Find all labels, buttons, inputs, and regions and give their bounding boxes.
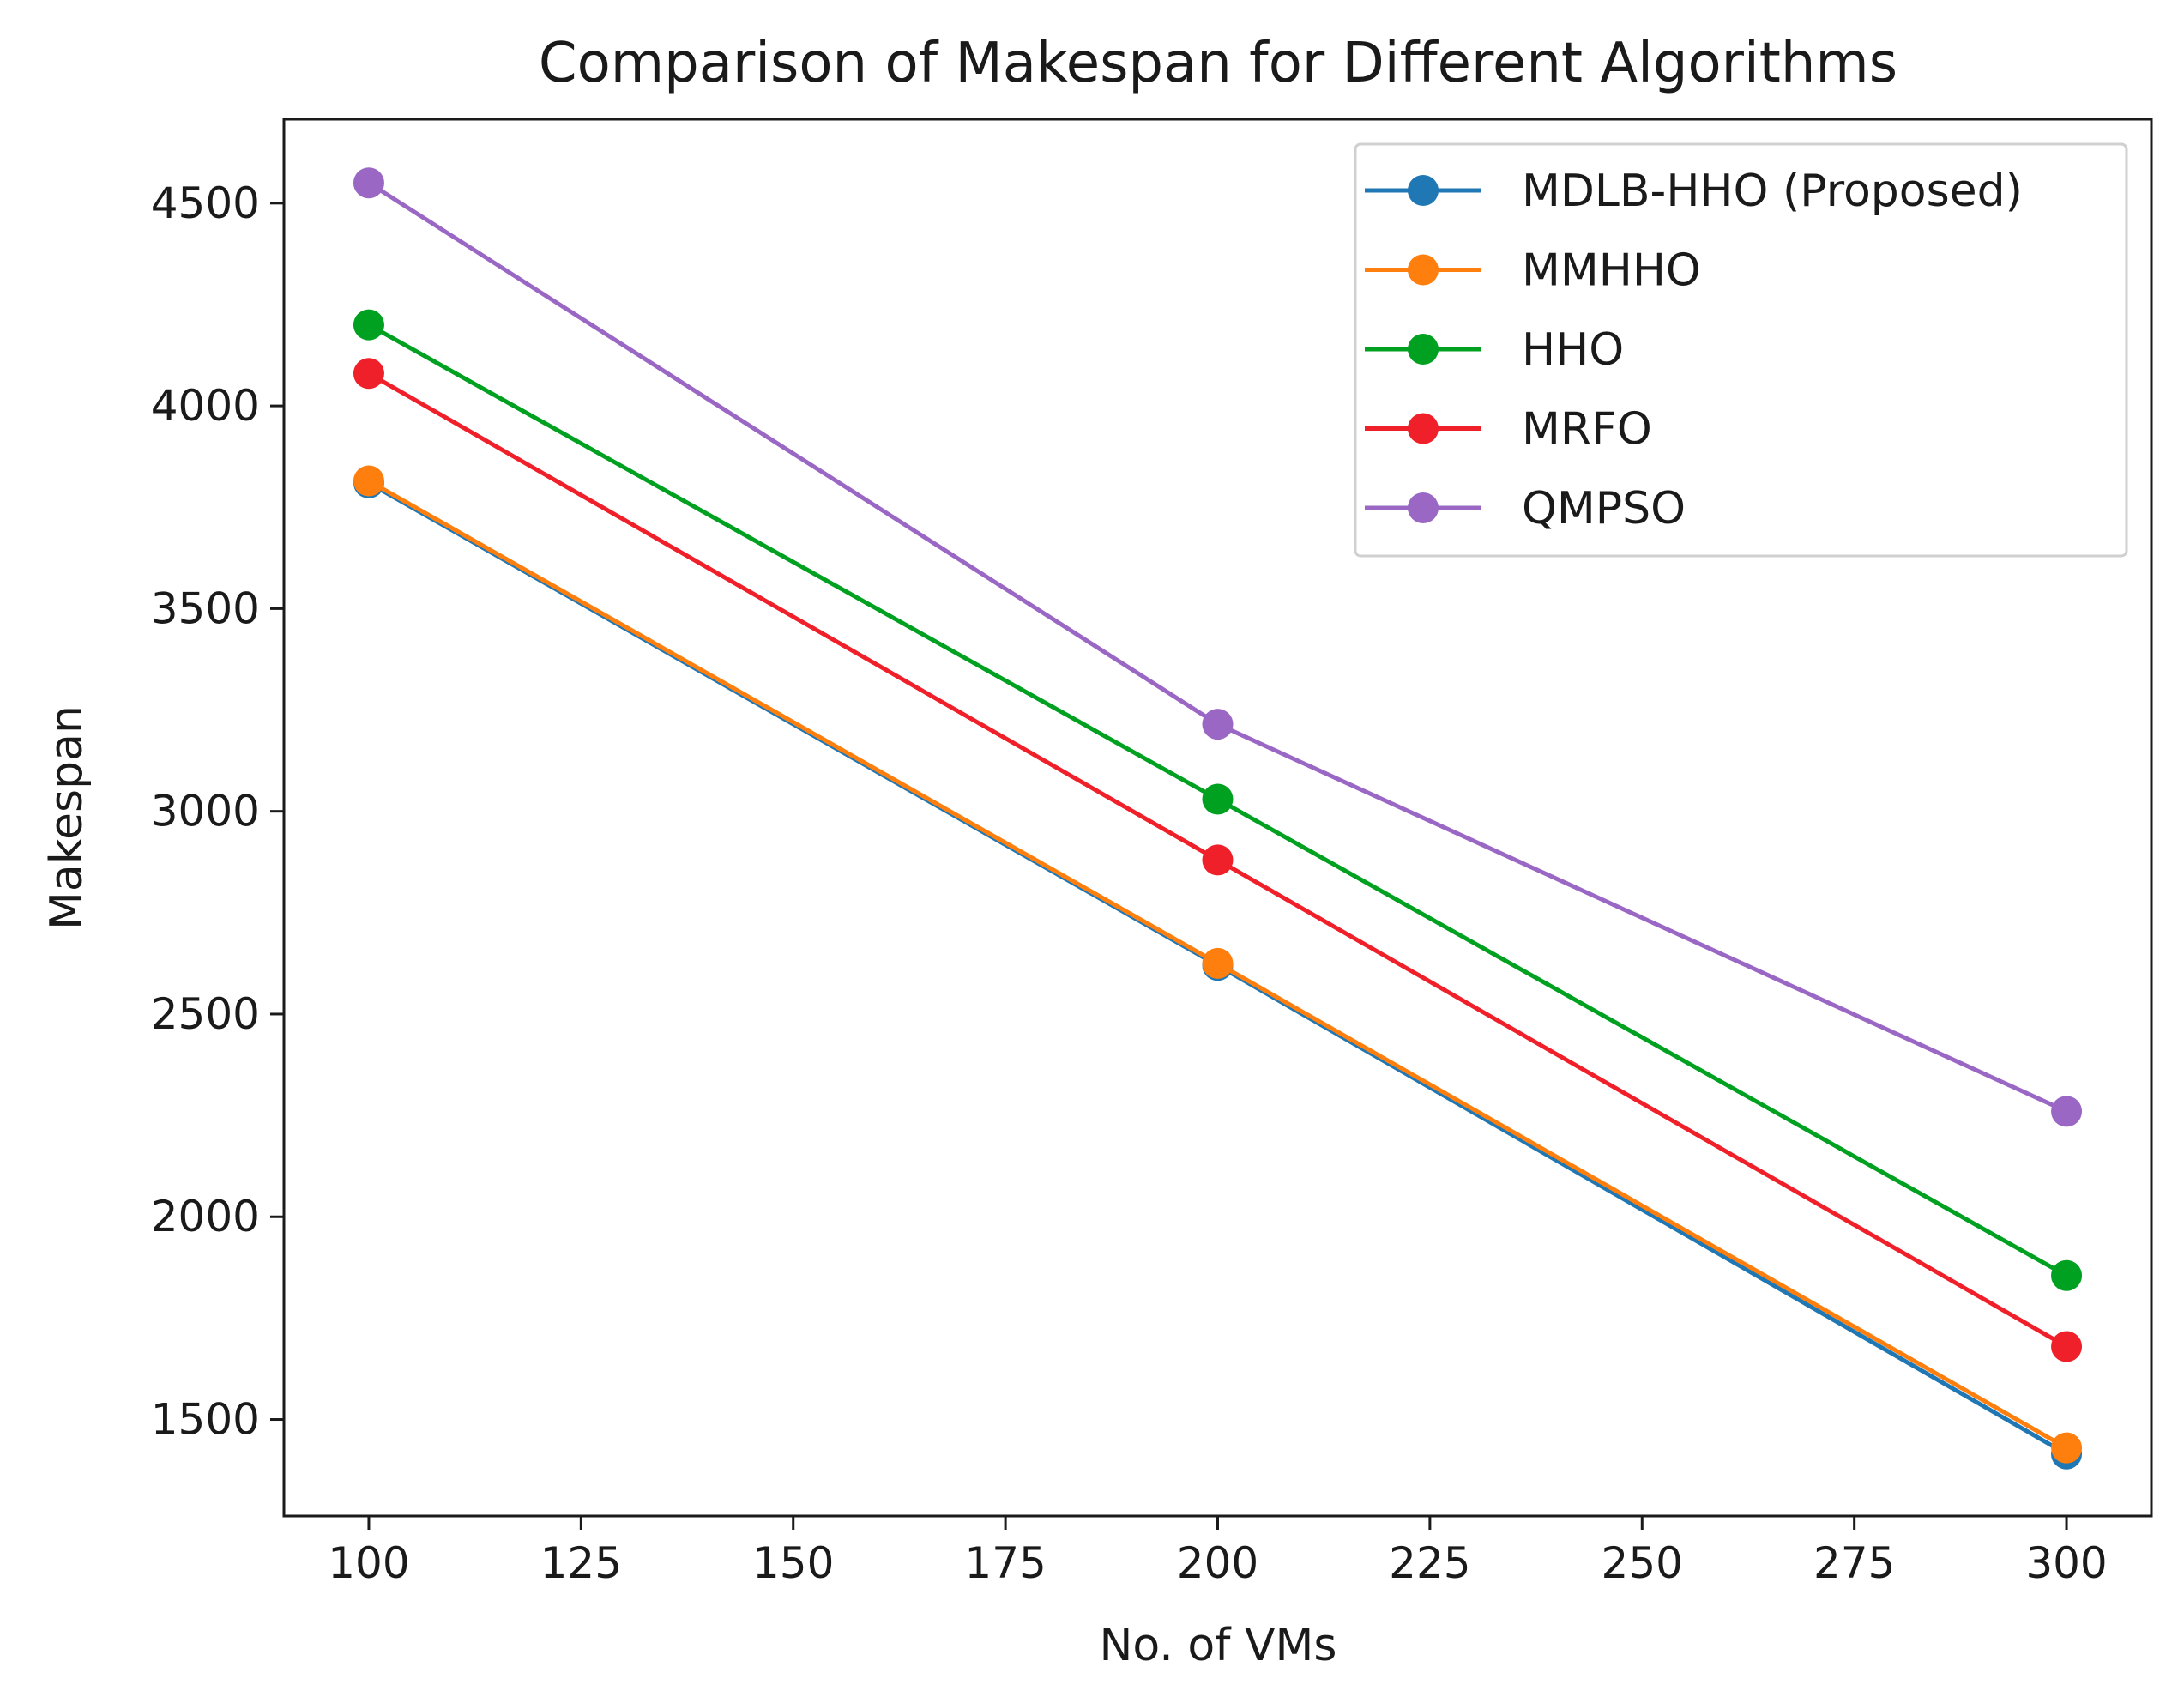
- y-axis-label: Makespan: [41, 705, 93, 930]
- data-point: [2051, 1432, 2083, 1464]
- data-point: [1202, 709, 1234, 740]
- legend-marker: [1408, 175, 1439, 206]
- legend-item: HHO: [1365, 324, 1624, 376]
- y-tick-label: 4500: [151, 178, 260, 228]
- data-point: [353, 309, 384, 341]
- data-point: [2051, 1096, 2083, 1127]
- y-tick-label: 3500: [151, 583, 260, 633]
- y-tick-label: 2500: [151, 989, 260, 1039]
- data-point: [2051, 1259, 2083, 1291]
- y-tick-label: 3000: [151, 787, 260, 836]
- y-tick-label: 2000: [151, 1192, 260, 1241]
- legend-item: MRFO: [1365, 404, 1652, 456]
- legend-label: MMHHO: [1522, 245, 1701, 297]
- x-axis: 100 125 150 175 200 225 250 275 300: [328, 1516, 2108, 1588]
- x-tick-label: 100: [328, 1538, 409, 1588]
- x-tick-label: 125: [540, 1538, 622, 1588]
- legend: MDLB-HHO (Proposed) MMHHO HHO MRFO QMPSO: [1354, 142, 2128, 558]
- x-tick-label: 150: [752, 1538, 834, 1588]
- data-point: [353, 465, 384, 497]
- x-axis-label: No. of VMs: [1099, 1620, 1336, 1671]
- y-tick-label: 1500: [151, 1395, 260, 1445]
- x-tick-label: 250: [1602, 1538, 1683, 1588]
- x-tick-label: 225: [1389, 1538, 1470, 1588]
- legend-marker: [1408, 254, 1439, 286]
- legend-item: QMPSO: [1365, 483, 1686, 534]
- data-point: [353, 358, 384, 390]
- legend-box: [1354, 142, 2128, 558]
- y-tick-label: 4000: [151, 381, 260, 431]
- x-tick-label: 275: [1813, 1538, 1895, 1588]
- legend-item: MDLB-HHO (Proposed): [1365, 166, 2023, 217]
- chart-title: Comparison of Makespan for Different Alg…: [539, 32, 1897, 95]
- series-layer: [353, 167, 2083, 1470]
- legend-label: QMPSO: [1522, 483, 1686, 534]
- data-point: [1202, 844, 1234, 876]
- legend-label: MRFO: [1522, 404, 1652, 456]
- data-point: [2051, 1331, 2083, 1362]
- y-axis: 1500 2000 2500 3000 3500 4000 4500: [151, 178, 284, 1445]
- legend-marker: [1408, 413, 1439, 444]
- x-tick-label: 175: [964, 1538, 1046, 1588]
- legend-item: MMHHO: [1365, 245, 1701, 297]
- data-point: [1202, 947, 1234, 979]
- data-point: [1202, 783, 1234, 815]
- x-tick-label: 300: [2025, 1538, 2107, 1588]
- legend-label: MDLB-HHO (Proposed): [1522, 166, 2023, 217]
- legend-marker: [1408, 492, 1439, 523]
- data-point: [353, 167, 384, 199]
- legend-marker: [1408, 334, 1439, 365]
- legend-label: HHO: [1522, 324, 1624, 376]
- x-tick-label: 200: [1177, 1538, 1258, 1588]
